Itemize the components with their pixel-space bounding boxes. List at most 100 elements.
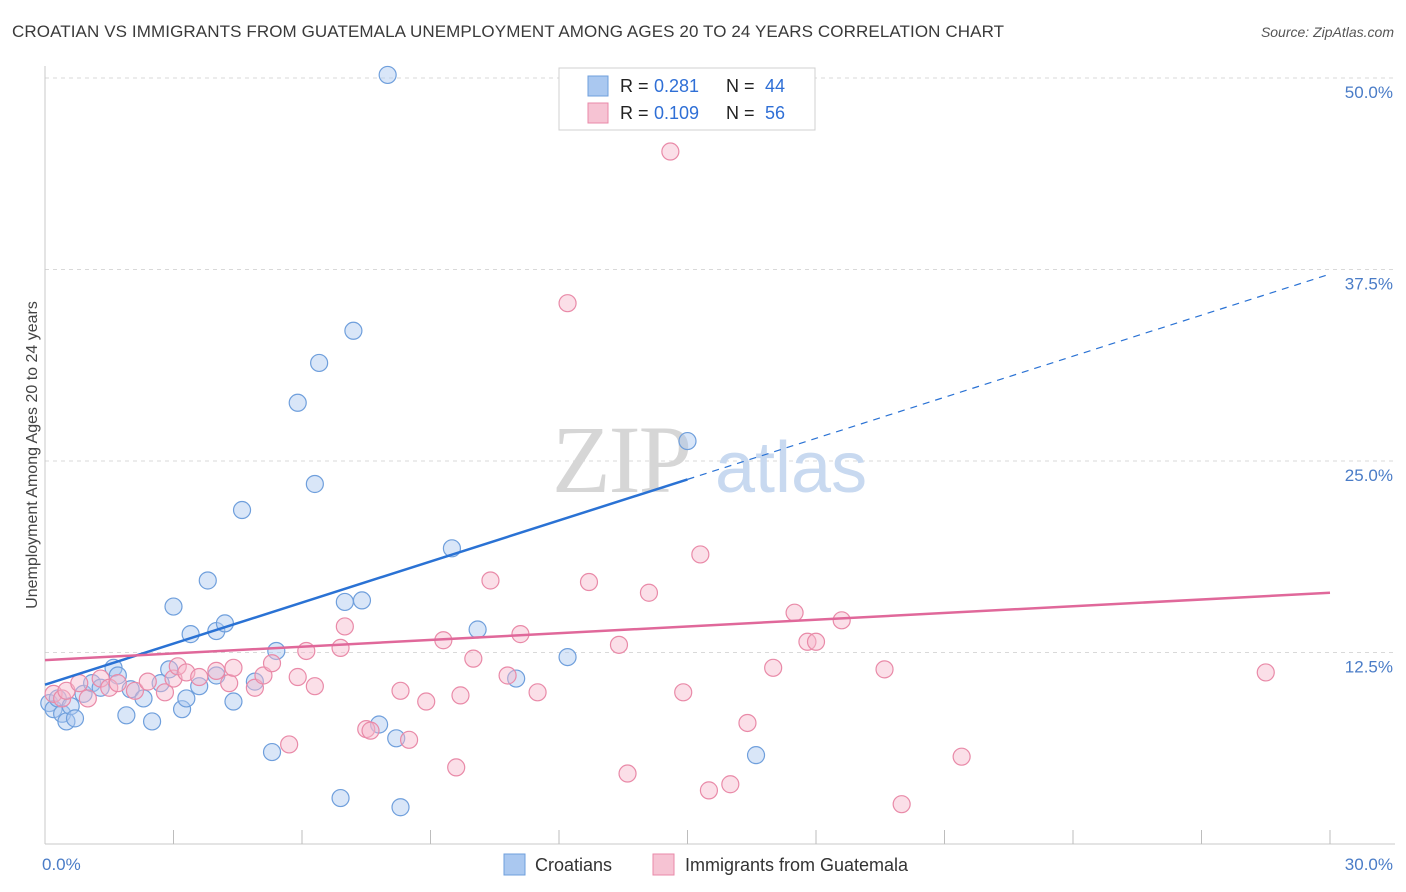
watermark: ZIP atlas [552,406,867,513]
y-tick-label-3: 50.0% [1345,83,1393,102]
croatians-point-40 [378,65,397,85]
guatemala-point-47 [674,683,693,702]
croatians-point-27 [224,692,243,711]
croatians-point-35 [331,788,350,808]
guatemala-point-40 [558,294,577,313]
watermark-atlas: atlas [715,428,867,508]
watermark-zip: ZIP [552,406,690,513]
guatemala-point-25 [331,638,350,658]
croatians-trend-line [44,478,688,686]
guatemala-point-20 [262,654,282,673]
guatemala-point-34 [451,686,470,705]
legend-n-value-1: 44 [765,76,785,96]
croatians-point-15 [142,712,162,731]
guatemala-point-60 [1256,663,1275,682]
guatemala-point-15 [207,661,226,680]
croatians-point-37 [344,321,363,340]
croatians-point-44 [468,620,487,639]
croatians-point-46 [558,647,577,667]
guatemala-point-55 [806,632,826,651]
guatemala-point-52 [764,658,783,677]
grid-lines [45,77,1395,653]
guatemala-point-7 [108,674,127,693]
guatemala-point-22 [288,667,307,687]
guatemala-points [44,71,1275,814]
y-axis-label: Unemployment Among Ages 20 to 24 years [24,301,41,609]
guatemala-point-24 [305,677,324,696]
x-tick-label-0: 0.0% [42,855,81,874]
guatemala-point-28 [361,721,380,740]
croatians-point-33 [305,474,324,494]
guatemala-point-36 [481,571,500,590]
guatemala-point-26 [335,617,354,636]
axes [44,66,1395,845]
guatemala-point-49 [699,781,719,800]
guatemala-point-53 [785,603,804,622]
correlation-legend: R = 0.281 N = 44 R = 0.109 N = 56 [558,67,816,131]
legend-n-label-2: N = [726,103,755,123]
guatemala-point-17 [224,658,243,677]
guatemala-point-21 [280,735,299,754]
guatemala-point-10 [155,683,175,702]
guatemala-point-33 [447,758,466,777]
guatemala-point-37 [498,666,517,685]
guatemala-point-51 [738,713,757,733]
guatemala-point-50 [721,775,740,794]
guatemala-point-45 [639,583,659,602]
guatemala-point-57 [875,660,894,679]
legend-r-label-2: R = [620,103,649,123]
chart-title: CROATIAN VS IMMIGRANTS FROM GUATEMALA UN… [12,22,1005,41]
trend-lines [44,273,1331,686]
croatians-point-22 [190,677,209,696]
croatians-point-20 [177,689,196,708]
guatemala-point-58 [892,795,911,814]
guatemala-point-8 [125,681,145,700]
croatians-point-48 [746,746,766,765]
croatians-point-28 [232,500,252,520]
guatemala-point-35 [464,649,483,668]
guatemala-point-16 [220,674,239,693]
x-tick-label-1: 30.0% [1345,855,1393,874]
croatians-trend-extension [687,273,1331,480]
guatemala-point-56 [832,611,851,630]
bottom-legend-guatemala: Immigrants from Guatemala [685,855,909,875]
legend-n-label-1: N = [726,76,755,96]
croatians-point-12 [117,706,136,725]
legend-r-label-1: R = [620,76,649,96]
croatians-point-32 [288,393,307,412]
croatians-point-42 [391,798,410,817]
guatemala-point-6 [100,678,119,697]
guatemala-point-29 [391,681,410,700]
x-tick-labels: 0.0% 30.0% [42,855,1393,874]
croatians-point-18 [164,597,183,616]
legend-r-value-1: 0.281 [654,76,699,96]
croatians-point-34 [310,353,329,373]
guatemala-trend-line [44,591,1331,662]
y-tick-labels: 12.5% 25.0% 37.5% 50.0% [1345,83,1393,677]
guatemala-point-9 [138,672,157,691]
guatemala-point-31 [417,692,436,711]
bottom-legend-swatch-croatians [503,853,526,876]
guatemala-point-44 [618,764,637,783]
guatemala-point-48 [691,545,710,564]
y-tick-label-2: 37.5% [1345,275,1393,294]
legend-r-value-2: 0.109 [654,103,699,123]
legend-swatch-blue [587,75,609,97]
legend-swatch-pink [587,102,609,124]
guatemala-point-41 [579,572,599,592]
y-tick-label-1: 25.0% [1345,466,1393,485]
series-legend: Croatians Immigrants from Guatemala [503,853,909,876]
croatians-point-6 [65,709,85,728]
guatemala-point-39 [528,683,547,702]
croatians-point-23 [198,571,217,590]
bottom-legend-croatians: Croatians [535,855,612,875]
guatemala-point-46 [661,142,680,161]
y-tick-label-0: 12.5% [1345,658,1393,677]
guatemala-point-43 [609,635,629,654]
legend-n-value-2: 56 [765,103,785,123]
guatemala-point-59 [952,747,971,766]
croatians-point-30 [262,742,282,762]
bottom-legend-swatch-guatemala [652,853,675,876]
source-label: Source: ZipAtlas.com [1260,24,1394,40]
